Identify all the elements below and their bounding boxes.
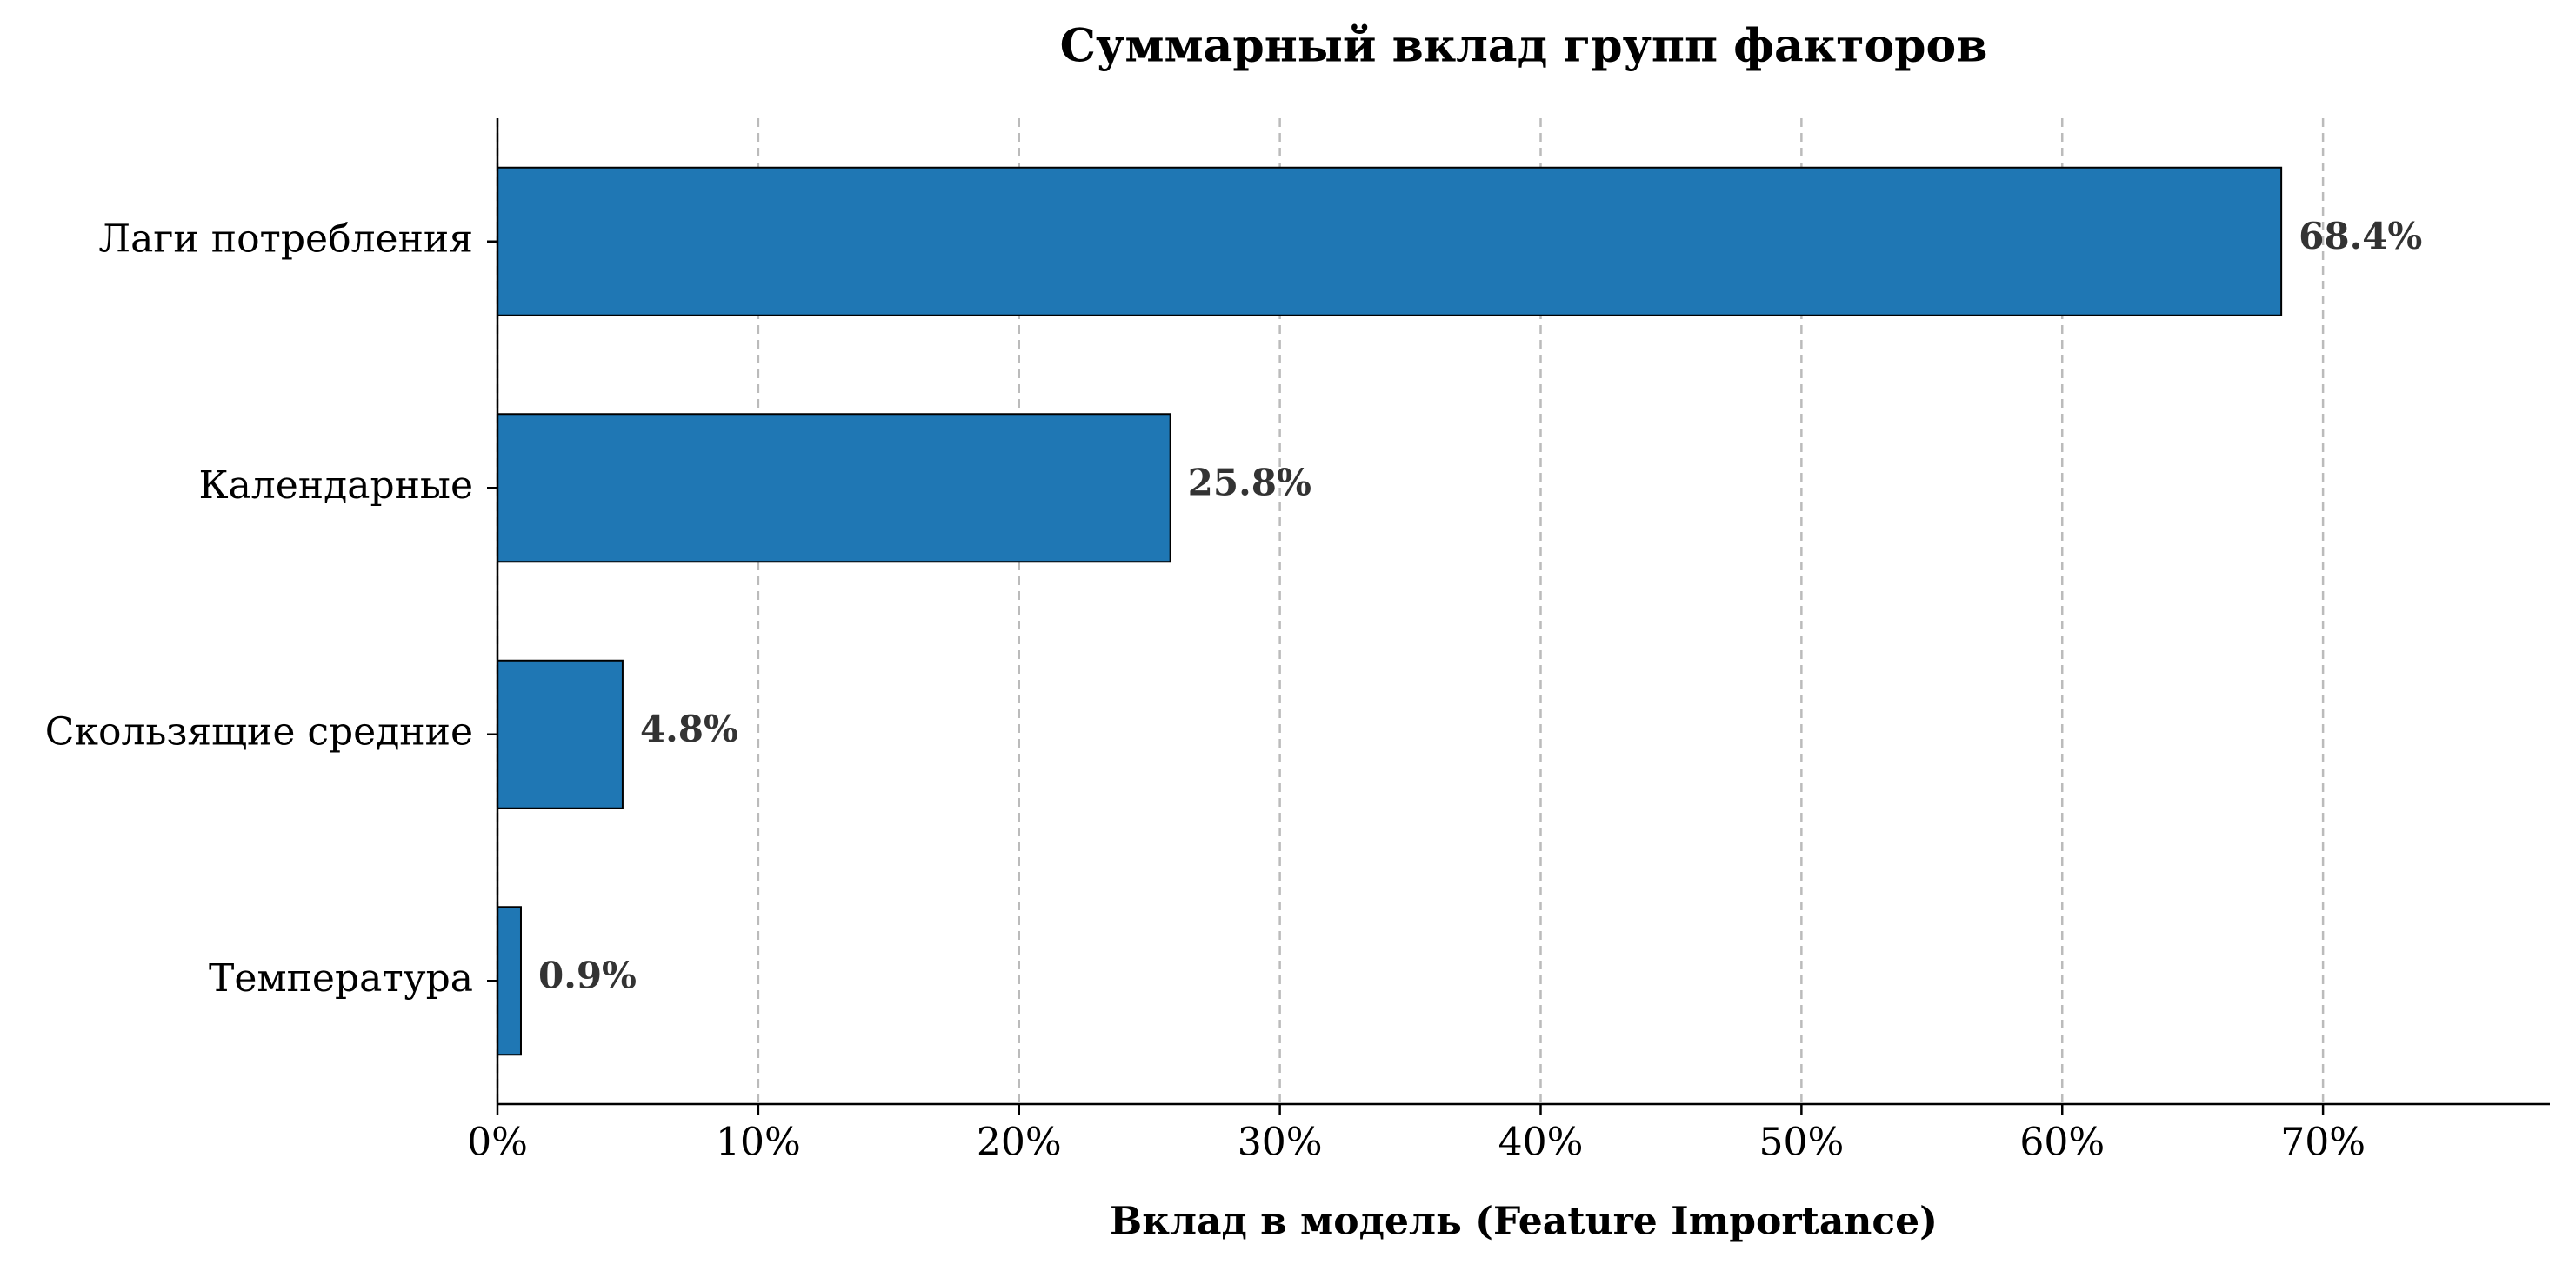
x-tick-label: 40% xyxy=(1498,1121,1584,1165)
x-tick-label: 50% xyxy=(1758,1121,1844,1165)
x-tick-label: 70% xyxy=(2280,1121,2366,1165)
bar xyxy=(497,166,2283,316)
bar xyxy=(497,659,624,809)
x-axis-label: Вклад в модель (Feature Importance) xyxy=(1110,1200,1938,1244)
y-tick-label: Лаги потребления xyxy=(98,216,473,261)
bar xyxy=(497,413,1171,563)
value-label: 4.8% xyxy=(640,708,738,750)
y-tick-label: Скользящие средние xyxy=(45,709,473,754)
y-tick-label: Температура xyxy=(209,956,473,1001)
x-tick-label: 60% xyxy=(2019,1121,2105,1165)
chart-title: Суммарный вклад групп факторов xyxy=(1060,20,1988,73)
x-tick-label: 10% xyxy=(716,1121,801,1165)
x-tick-label: 20% xyxy=(977,1121,1062,1165)
y-tick-label: Календарные xyxy=(199,463,473,508)
x-tick-label: 30% xyxy=(1238,1121,1323,1165)
value-label: 68.4% xyxy=(2299,215,2422,257)
value-label: 0.9% xyxy=(538,954,637,996)
x-tick-label: 0% xyxy=(467,1121,528,1165)
value-label: 25.8% xyxy=(1188,461,1311,503)
bar xyxy=(497,906,522,1056)
